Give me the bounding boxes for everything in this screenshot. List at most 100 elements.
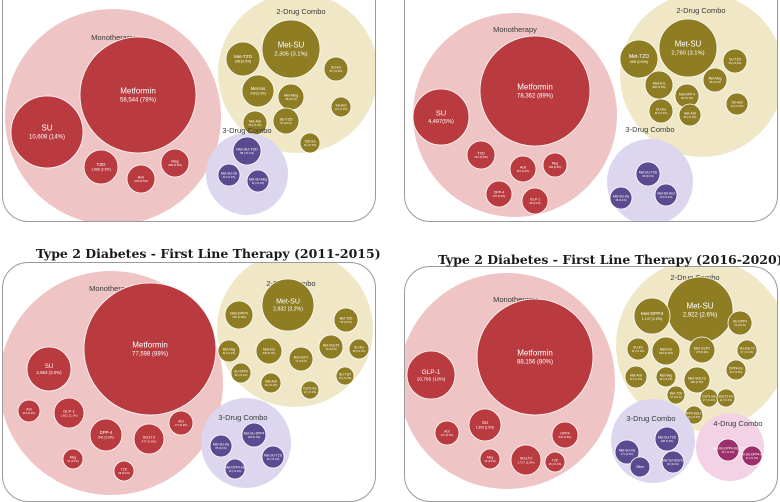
bubble-name-su-ins: SU-Ins: [656, 107, 666, 111]
bubble-met-meg: [655, 366, 677, 388]
bubble-value-met-su-tzd: 68 (<0.1%): [240, 151, 254, 155]
bubble-name-tzd: TZD: [552, 458, 559, 462]
bubble-met-dpp4: [224, 300, 254, 330]
bubble-met-su-tzd: [232, 136, 262, 166]
bubble-chart-4: Monotherapy Metformin 88,156 (80%) GLP-110,…: [405, 267, 777, 489]
bubble-name-met-agi: Met-AGI: [630, 373, 642, 377]
bubble-name-met-su-tzd: Met-SU-TZD: [658, 435, 677, 439]
bubble-met-su-ins: [217, 163, 241, 187]
bubble-value-su: 4,497(5%): [428, 119, 454, 125]
bubble-name-met-agi: Met-AGI: [249, 119, 261, 123]
bubble-value-met-su-dpp4-ins: 11 (<0.1%): [746, 456, 759, 460]
bubble-tzd-ins: [299, 132, 321, 154]
bubble-name-other: Other: [636, 465, 645, 469]
bubble-name-su-tzd: SU-TZD: [339, 372, 351, 376]
bubble-name-met-su: Met-SU: [686, 302, 713, 311]
bubble-meg: [160, 148, 190, 178]
bubble-name-met-tzd: Met-TZD: [234, 54, 253, 59]
bubble-value-agi: 127 (0.1%): [441, 433, 454, 437]
bubble-name-met-su-ins: Met-SU-Ins: [619, 448, 636, 452]
bubble-value-met-su-tzd: 208 (0.2%): [661, 439, 674, 443]
bubble-value-met-su: 2,305 (3.1%): [274, 51, 307, 57]
bubble-name-meg: Meg: [552, 161, 558, 165]
bubble-name-met-dpp4: Met-DPP4: [230, 311, 247, 315]
bubble-value-meg: 91 (0.1%): [67, 459, 78, 463]
bubble-name-met-su-ins: Met-SU-Ins: [613, 194, 630, 198]
bubble-meg: [479, 448, 501, 470]
bubble-name-su-agi: SU-AGI: [732, 100, 743, 104]
group-label-monotherapy: Monotherapy: [91, 33, 135, 42]
bubble-agi: [434, 420, 460, 446]
bubble-met-tzd: [333, 307, 359, 333]
bubble-value-met-su-sglt2: 82 (0.1%): [667, 462, 678, 466]
bubble-name-met-tzd: Met-TZD: [340, 316, 353, 320]
bubble-value-su-tzd: 10 (<0.1%): [339, 376, 352, 380]
bubble-value-su-tzd: 81 (0.1%): [280, 121, 291, 125]
bubble-value-met-sglt2: 600 (0.5%): [691, 380, 704, 384]
bubble-name-tzd: TZD: [121, 467, 128, 471]
bubble-value-met-ins: 243 (0.3%): [250, 92, 266, 96]
bubble-tzd: [83, 149, 119, 185]
bubble-name-met-dpp4-ins: Met-DPP4-Ins: [225, 465, 245, 469]
bubble-value-met-tzd: 398 (0.5%): [235, 60, 252, 64]
bubble-name-met-su-sglt2: Met-SU-SGLT2: [662, 458, 684, 462]
bubble-name-met-su-dpp4-ins: Met-SU-DPP4-Ins: [739, 452, 765, 456]
bubble-glp-1: [53, 397, 85, 429]
bubble-value-agi: 378 (0.5%): [134, 179, 148, 183]
bubble-metformin: [79, 36, 197, 154]
bubble-name-metformin: Metformin: [517, 83, 553, 92]
bubble-value-met-meg: 55 (0.1%): [709, 80, 720, 84]
bubble-value-glp-1: 1,821 (2.1%): [60, 413, 77, 417]
bubble-value-meg: 56 (0.1%): [484, 459, 495, 463]
bubble-name-su-sglt2: SU-SGLT2: [739, 346, 755, 350]
bubble-name-dpp4-ins: DPP4-Ins: [729, 366, 743, 370]
bubble-met-su-dpp4: [241, 422, 267, 448]
bubble-value-met-su-tzd: 40 (<0.1%): [267, 457, 280, 461]
bubble-value-met-su-dpp4: 118 (0.1%): [248, 435, 261, 439]
bubble-met-su: [658, 18, 718, 78]
bubble-value-sglt2-ins: 11 (<0.1%): [720, 398, 733, 402]
bubble-name-agi: AGI: [26, 407, 32, 411]
bubble-value-met-su-agi: 19 (<0.1%): [660, 195, 673, 199]
bubble-su-sglt2: [736, 339, 758, 361]
bubble-su-tzd: [272, 107, 300, 135]
bubble-value-meg: 169 (0.2%): [549, 165, 562, 169]
bubble-value-met-ins: 635 (0.7%): [263, 351, 276, 355]
bubble-name-met-dpp4: Met-DPP4: [641, 311, 664, 317]
bubble-name-met-su-agi: Met-SU-AGI: [657, 191, 674, 195]
bubble-chart-2: Monotherapy Metformin 78,362 (89%) SU4,497(…: [412, 0, 777, 221]
bubble-value-met-agi: 33 (<0.1%): [630, 377, 643, 381]
bubble-value-met-agi: 24 (<0.1%): [265, 383, 278, 387]
bubble-met-agi: [624, 365, 648, 389]
bubble-name-agi: AGI: [138, 175, 145, 179]
bubble-su: [468, 408, 502, 442]
group-label-monotherapy: Monotherapy: [493, 25, 537, 34]
bubble-value-met-dpp4: 740 (0.8%): [232, 315, 246, 319]
bubble-metformin: [476, 298, 594, 416]
bubble-name-agi: AGI: [444, 429, 450, 433]
group-label-3-drug-combo: 3-Drug Combo: [222, 126, 271, 135]
bubble-name-su-dpp4: SU-DPP4: [733, 319, 747, 323]
bubble-value-dpp-4: 541 (0.6%): [98, 436, 114, 440]
chart-panel-4: Monotherapy Metformin 88,156 (80%) GLP-1 10,…: [404, 266, 778, 502]
bubble-name-tzd: TZD: [97, 162, 107, 167]
bubble-value-su-ins: 51 (<0.1%): [330, 69, 343, 73]
bubble-dpp4: [551, 421, 579, 449]
bubble-value-met-agi: 29 (<0.1%): [684, 115, 697, 119]
bubble-dpp-4: [485, 180, 513, 208]
bubble-name-met-su-tzd: Met-SU-TZD: [264, 453, 283, 457]
bubble-value-met-glp1: 178 (0.2%): [696, 350, 709, 354]
bubble-su: [10, 95, 84, 169]
bubble-value-su-dpp4: 50 (0.1%): [734, 323, 745, 327]
bubble-name-glp1-ins: GLP1-Ins: [702, 394, 716, 398]
bubble-value-metformin: 88,156 (80%): [517, 360, 553, 366]
bubble-met-su-ins: [614, 439, 640, 465]
bubble-value-sglt2: 1,727 (1.6%): [517, 460, 534, 464]
bubble-met-glp1: [688, 336, 716, 364]
bubble-name-su-ins: SU-Ins: [331, 65, 341, 69]
bubble-met-dpp4: [633, 297, 671, 335]
bubble-name-met-su: Met-SU: [276, 299, 300, 306]
bubble-name-met-dpp-4: Met-DPP-4: [679, 92, 695, 96]
bubble-value-su-dpp4: 32 (<0.1%): [235, 373, 248, 377]
bubble-tzd: [466, 140, 496, 170]
